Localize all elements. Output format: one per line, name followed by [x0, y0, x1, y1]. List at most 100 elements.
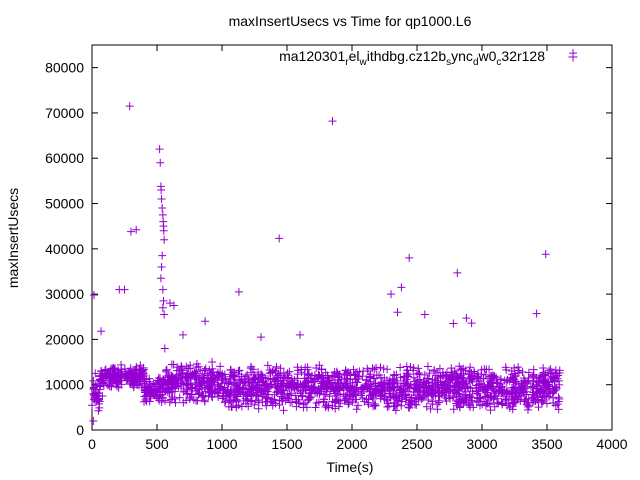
data-point — [257, 373, 266, 382]
data-point — [521, 377, 530, 386]
data-point — [528, 382, 537, 391]
data-point — [454, 382, 463, 391]
data-point — [279, 386, 288, 395]
data-point — [390, 371, 399, 380]
data-point — [167, 360, 176, 369]
legend-label: ma120301relwithdbg.cz12bsyncdw0c32r128 — [279, 48, 545, 68]
data-point — [434, 374, 443, 383]
data-point — [411, 380, 420, 389]
data-point — [455, 392, 464, 401]
data-point — [468, 371, 477, 380]
data-point — [376, 373, 385, 382]
data-point — [121, 372, 130, 381]
data-point — [321, 402, 330, 411]
data-point — [120, 285, 129, 294]
data-point — [444, 376, 453, 385]
data-point — [241, 394, 250, 403]
data-point — [115, 376, 124, 385]
data-point — [157, 195, 166, 203]
data-point — [371, 385, 380, 394]
data-point — [157, 398, 166, 407]
data-point — [172, 381, 181, 390]
data-point — [184, 375, 193, 384]
data-point — [496, 375, 505, 384]
data-point — [98, 379, 107, 388]
data-point — [376, 382, 385, 391]
data-point — [272, 362, 281, 371]
data-point — [352, 405, 361, 414]
legend-text-part: w — [359, 57, 368, 68]
data-point — [304, 381, 313, 390]
data-point — [96, 375, 105, 384]
data-point — [486, 376, 495, 385]
data-point — [384, 402, 393, 411]
data-point — [434, 396, 443, 405]
data-point — [398, 385, 407, 394]
data-point — [413, 391, 422, 400]
data-point — [439, 388, 448, 397]
data-point — [186, 380, 195, 389]
data-point — [539, 376, 548, 385]
data-point — [381, 386, 390, 395]
data-point — [505, 377, 514, 386]
data-point — [420, 310, 429, 319]
data-point — [89, 376, 98, 385]
data-point — [334, 373, 343, 382]
data-point — [390, 383, 399, 392]
data-point — [466, 363, 475, 372]
data-point — [238, 383, 247, 392]
data-point — [114, 383, 123, 392]
data-point — [415, 370, 424, 379]
data-point — [311, 403, 320, 412]
data-point — [135, 364, 144, 373]
data-point — [307, 371, 316, 380]
data-point — [474, 396, 483, 405]
data-point — [385, 376, 394, 385]
data-point — [397, 283, 406, 292]
data-point — [179, 330, 187, 339]
data-point — [191, 369, 200, 378]
y-tick-label: 20000 — [45, 331, 84, 347]
data-point — [262, 380, 271, 389]
x-tick-label: 2500 — [401, 436, 432, 452]
data-point — [261, 398, 270, 407]
data-point — [423, 362, 432, 371]
data-point — [177, 365, 186, 374]
data-point — [162, 367, 171, 376]
data-point — [287, 389, 296, 398]
data-point — [369, 374, 378, 383]
data-point — [276, 364, 285, 373]
data-point — [200, 366, 209, 375]
data-point — [248, 396, 257, 405]
data-point — [297, 365, 306, 374]
data-point — [397, 386, 406, 395]
data-point — [317, 377, 326, 386]
data-point — [179, 381, 188, 390]
data-point — [524, 368, 533, 377]
data-point — [284, 394, 293, 403]
data-point — [151, 382, 160, 391]
data-point — [396, 363, 405, 372]
data-point — [232, 403, 241, 412]
data-point — [519, 374, 528, 383]
data-point — [227, 388, 236, 397]
data-point — [534, 395, 543, 404]
data-point — [315, 389, 324, 398]
data-point — [433, 380, 442, 389]
data-point — [506, 373, 515, 382]
data-point — [186, 361, 195, 370]
data-point — [297, 391, 306, 400]
data-point — [435, 364, 444, 373]
data-point — [407, 396, 416, 405]
data-point — [194, 382, 203, 391]
chart-title: maxInsertUsecs vs Time for qp1000.L6 — [229, 13, 472, 29]
data-point — [158, 251, 167, 260]
data-point — [543, 382, 552, 391]
data-point — [89, 416, 98, 425]
data-point — [493, 394, 502, 403]
data-point — [158, 285, 167, 294]
data-point — [296, 380, 305, 389]
data-point — [378, 378, 387, 387]
data-point — [537, 397, 546, 406]
data-point — [444, 392, 453, 401]
